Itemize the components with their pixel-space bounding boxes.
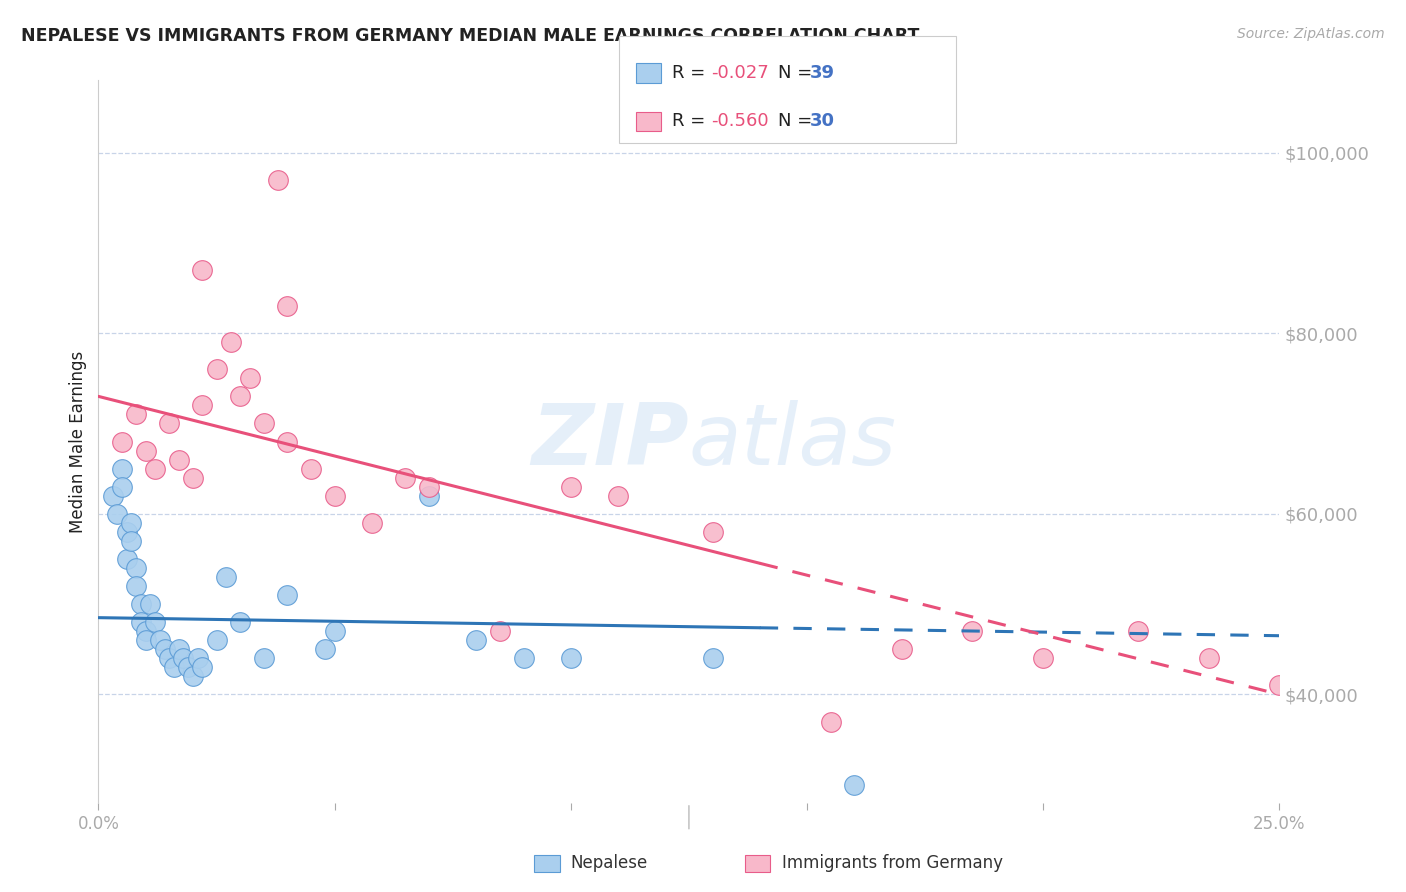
Point	[135, 443, 157, 458]
Point	[205, 633, 228, 648]
Text: Nepalese: Nepalese	[571, 855, 648, 872]
Point	[361, 516, 384, 530]
Point	[181, 669, 204, 683]
Point	[177, 660, 200, 674]
Point	[125, 408, 148, 422]
Text: -0.560: -0.560	[711, 112, 769, 130]
Point	[1126, 624, 1149, 639]
Point	[115, 552, 138, 566]
Point	[157, 651, 180, 665]
Point	[702, 651, 724, 665]
Point	[239, 371, 262, 385]
Point	[172, 651, 194, 665]
Point	[153, 642, 176, 657]
Point	[560, 480, 582, 494]
Point	[607, 489, 630, 503]
Point	[418, 489, 440, 503]
Point	[276, 299, 298, 313]
Text: Source: ZipAtlas.com: Source: ZipAtlas.com	[1237, 27, 1385, 41]
Text: N =: N =	[778, 112, 817, 130]
Point	[181, 471, 204, 485]
Text: 30: 30	[810, 112, 835, 130]
Point	[489, 624, 512, 639]
Point	[267, 172, 290, 186]
Text: atlas: atlas	[689, 400, 897, 483]
Point	[125, 561, 148, 575]
Point	[215, 570, 238, 584]
Point	[323, 624, 346, 639]
Text: ZIP: ZIP	[531, 400, 689, 483]
Point	[253, 651, 276, 665]
Point	[191, 263, 214, 277]
Point	[205, 362, 228, 376]
Point	[229, 615, 252, 630]
Point	[418, 480, 440, 494]
Y-axis label: Median Male Earnings: Median Male Earnings	[69, 351, 87, 533]
Point	[139, 597, 162, 611]
Point	[111, 461, 134, 475]
Point	[167, 642, 190, 657]
Point	[105, 507, 128, 521]
Point	[167, 452, 190, 467]
Text: R =: R =	[672, 64, 711, 82]
Point	[229, 389, 252, 403]
Point	[253, 417, 276, 431]
Point	[560, 651, 582, 665]
Point	[465, 633, 488, 648]
Point	[844, 778, 866, 792]
Point	[111, 480, 134, 494]
Text: N =: N =	[778, 64, 817, 82]
Point	[1268, 678, 1291, 692]
Point	[143, 615, 166, 630]
Point	[143, 461, 166, 475]
Point	[135, 624, 157, 639]
Text: R =: R =	[672, 112, 711, 130]
Point	[702, 524, 724, 539]
Text: NEPALESE VS IMMIGRANTS FROM GERMANY MEDIAN MALE EARNINGS CORRELATION CHART: NEPALESE VS IMMIGRANTS FROM GERMANY MEDI…	[21, 27, 920, 45]
Point	[125, 579, 148, 593]
Text: -0.027: -0.027	[711, 64, 769, 82]
Point	[129, 615, 152, 630]
Point	[187, 651, 209, 665]
Point	[135, 633, 157, 648]
Point	[191, 398, 214, 412]
Point	[890, 642, 912, 657]
Point	[111, 434, 134, 449]
Point	[101, 489, 124, 503]
Point	[1032, 651, 1054, 665]
Text: 39: 39	[810, 64, 835, 82]
Point	[276, 434, 298, 449]
Point	[191, 660, 214, 674]
Point	[115, 524, 138, 539]
Point	[157, 417, 180, 431]
Point	[129, 597, 152, 611]
Point	[276, 588, 298, 602]
Point	[121, 533, 143, 548]
Point	[163, 660, 186, 674]
Point	[962, 624, 984, 639]
Point	[149, 633, 172, 648]
Point	[121, 516, 143, 530]
Point	[323, 489, 346, 503]
Text: Immigrants from Germany: Immigrants from Germany	[782, 855, 1002, 872]
Point	[299, 461, 322, 475]
Point	[512, 651, 534, 665]
Point	[820, 714, 842, 729]
Point	[314, 642, 336, 657]
Point	[1198, 651, 1220, 665]
Point	[219, 335, 242, 350]
Point	[394, 471, 416, 485]
